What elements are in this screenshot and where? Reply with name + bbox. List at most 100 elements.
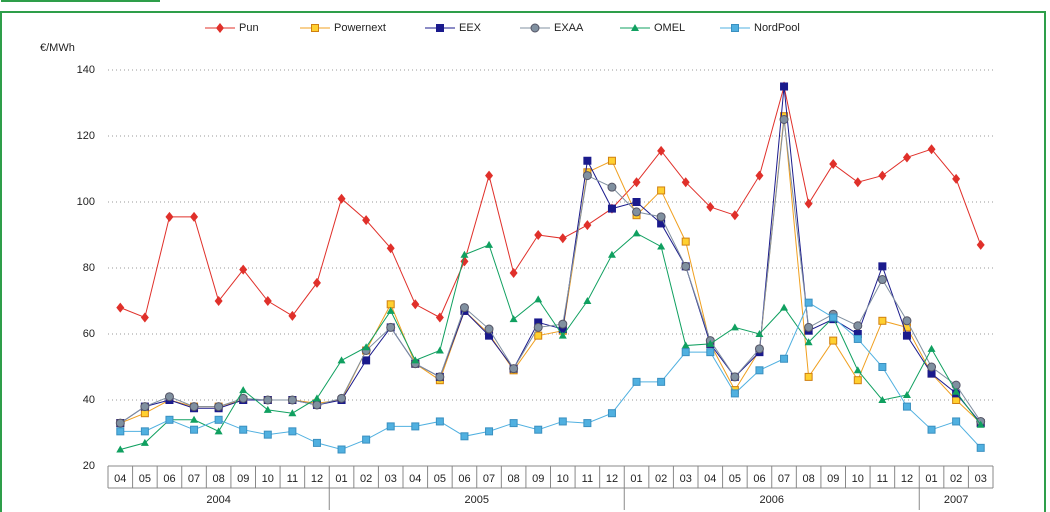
x-tick-label: 08	[213, 473, 225, 485]
data-point	[607, 182, 617, 192]
series-line	[120, 86, 982, 319]
series-line	[120, 232, 982, 450]
legend-marker	[530, 23, 540, 33]
y-tick-label: 100	[77, 196, 95, 208]
data-point	[754, 344, 764, 354]
year-label: 2004	[206, 494, 230, 506]
data-point	[485, 170, 494, 181]
data-point	[607, 156, 616, 165]
data-point	[534, 230, 543, 240]
legend-label: OMEL	[654, 22, 685, 34]
data-point	[362, 435, 371, 444]
x-tick-label: 07	[778, 473, 790, 485]
data-point	[435, 372, 445, 382]
data-point	[779, 115, 789, 124]
data-point	[411, 422, 420, 431]
x-tick-label: 03	[385, 473, 397, 485]
data-point	[927, 144, 936, 155]
data-point	[853, 177, 862, 188]
data-point	[976, 420, 985, 428]
data-point	[656, 212, 666, 222]
data-point	[263, 430, 272, 439]
data-point	[190, 211, 199, 222]
legend-label: EEX	[459, 22, 482, 34]
data-point	[607, 409, 616, 418]
data-point	[558, 331, 567, 339]
data-point	[533, 322, 543, 332]
data-point	[115, 418, 125, 428]
data-point	[780, 82, 789, 91]
x-tick-label: 07	[483, 473, 495, 485]
data-point	[214, 402, 224, 412]
y-axis-label: €/MWh	[40, 42, 75, 54]
x-tick-label: 06	[458, 473, 470, 485]
x-tick-label: 05	[434, 473, 446, 485]
data-point	[140, 438, 149, 446]
data-point	[140, 312, 149, 323]
data-point	[214, 296, 223, 306]
data-point	[509, 267, 518, 278]
data-point	[853, 366, 862, 374]
data-point	[927, 425, 936, 434]
x-tick-label: 09	[237, 473, 249, 485]
data-point	[804, 372, 813, 381]
data-point	[287, 395, 297, 405]
data-point	[263, 296, 272, 306]
data-point	[558, 417, 567, 426]
data-point	[632, 229, 641, 237]
x-tick-label: 04	[409, 473, 421, 485]
data-point	[386, 300, 395, 309]
x-tick-label: 01	[630, 473, 642, 485]
data-point	[927, 344, 936, 352]
data-point	[952, 173, 961, 184]
y-tick-label: 60	[83, 328, 95, 340]
legend-marker	[731, 24, 739, 32]
data-point	[755, 330, 764, 337]
data-point	[976, 443, 985, 452]
y-tick-label: 120	[77, 130, 95, 142]
x-tick-label: 01	[925, 473, 937, 485]
data-point	[288, 310, 297, 321]
data-point	[386, 322, 396, 332]
data-point	[706, 339, 715, 347]
data-point	[878, 170, 887, 181]
x-tick-label: 07	[188, 473, 200, 485]
x-tick-label: 10	[852, 473, 864, 485]
x-tick-label: 02	[360, 473, 372, 485]
data-point	[386, 243, 395, 254]
data-point	[853, 321, 863, 331]
legend-label: NordPool	[754, 22, 800, 34]
x-tick-label: 10	[557, 473, 569, 485]
data-point	[657, 242, 666, 250]
data-point	[681, 237, 690, 246]
data-point	[164, 392, 174, 402]
data-point	[706, 201, 715, 212]
data-point	[607, 250, 616, 258]
data-point	[632, 207, 642, 217]
data-point	[460, 432, 469, 441]
x-tick-label: 08	[803, 473, 815, 485]
data-point	[632, 198, 641, 206]
data-point	[780, 303, 789, 311]
data-point	[730, 389, 739, 398]
data-point	[485, 427, 494, 436]
data-point	[140, 402, 150, 412]
year-label: 2007	[944, 494, 968, 506]
data-point	[755, 170, 764, 181]
x-tick-label: 05	[139, 473, 151, 485]
data-point	[878, 363, 887, 371]
data-point	[263, 405, 272, 413]
data-point	[558, 233, 567, 244]
data-point	[780, 354, 789, 363]
data-point	[829, 159, 838, 170]
y-tick-label: 20	[83, 460, 95, 472]
data-point	[435, 346, 444, 354]
data-point	[976, 239, 985, 250]
data-point	[239, 264, 248, 275]
data-point	[362, 343, 371, 351]
x-tick-label: 10	[262, 473, 274, 485]
data-point	[829, 336, 838, 345]
data-point	[337, 193, 346, 204]
data-point	[583, 156, 592, 165]
data-point	[706, 348, 715, 357]
